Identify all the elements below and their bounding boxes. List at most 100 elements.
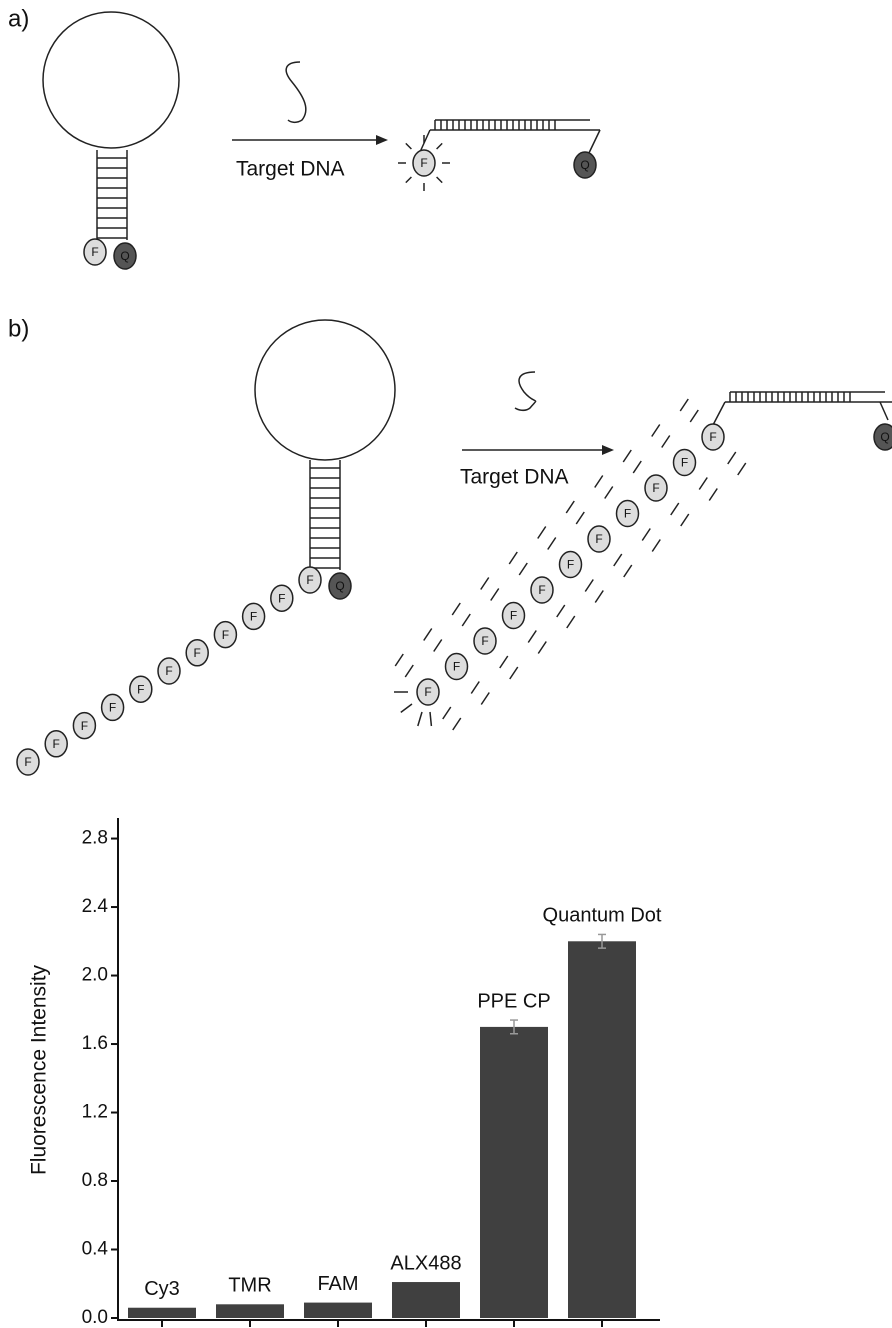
glow-ray xyxy=(556,604,566,618)
bead-label: F xyxy=(624,507,631,521)
bead-label: F xyxy=(709,430,716,444)
bar xyxy=(304,1302,372,1318)
fluorophore xyxy=(72,711,97,740)
glow-ray xyxy=(436,142,443,150)
error-bar xyxy=(598,933,606,949)
glow-ray xyxy=(429,711,433,727)
glow-ray xyxy=(547,537,557,550)
glow-ray xyxy=(480,577,490,590)
bead-label: Q xyxy=(580,158,589,172)
fluorophore xyxy=(16,748,40,776)
fluorophore xyxy=(587,525,611,553)
glow-ray xyxy=(604,486,614,499)
hairpin-stem xyxy=(96,150,128,240)
glow-ray xyxy=(442,706,452,720)
bead-label: F xyxy=(53,737,60,751)
bead-label: F xyxy=(595,532,602,546)
bead-label: F xyxy=(165,664,172,678)
bar xyxy=(392,1282,460,1318)
fluorophore xyxy=(473,627,497,655)
fluorophore xyxy=(530,576,554,604)
bead-label: Q xyxy=(880,430,889,444)
y-tick-label: 1.2 xyxy=(82,1102,108,1123)
glow-ray xyxy=(480,692,490,705)
fluorophore xyxy=(701,423,725,451)
hairpin-loop xyxy=(42,11,180,149)
bead-label: F xyxy=(109,701,116,715)
glow-ray xyxy=(727,451,737,465)
glow-ray xyxy=(594,590,604,603)
category-label: Quantum Dot xyxy=(543,905,662,927)
glow-ray xyxy=(651,424,661,437)
duplex xyxy=(398,119,601,191)
glow-ray xyxy=(527,630,537,643)
arrowhead xyxy=(602,445,614,455)
bead-label: F xyxy=(250,610,257,624)
fluorophore xyxy=(241,602,266,631)
quencher xyxy=(873,423,892,451)
arrow-label: Target DNA xyxy=(236,158,345,181)
glow-ray xyxy=(451,602,461,616)
glow-ray xyxy=(575,511,585,525)
glow-ray xyxy=(518,562,528,576)
bead-label: F xyxy=(222,628,229,642)
glow-ray xyxy=(661,435,671,448)
glow-ray xyxy=(623,564,633,578)
bar xyxy=(216,1304,284,1318)
bead-label: Q xyxy=(120,249,129,263)
glow-ray xyxy=(423,628,433,641)
glow-ray xyxy=(537,641,547,654)
duplex xyxy=(394,391,892,731)
category-label: PPE CP xyxy=(477,990,550,1012)
glow-ray xyxy=(679,398,689,412)
glow-ray xyxy=(452,717,462,731)
y-tick-label: 2.8 xyxy=(82,828,108,849)
glow-ray xyxy=(680,513,690,527)
glow-ray xyxy=(737,462,747,476)
glow-ray xyxy=(689,409,699,423)
bead-label: F xyxy=(81,719,88,733)
glow-ray xyxy=(632,460,642,474)
glow-ray xyxy=(470,681,480,694)
y-axis-label: Fluorescence Intensity xyxy=(28,964,51,1175)
glow-ray xyxy=(436,176,443,184)
y-tick-label: 2.4 xyxy=(82,896,109,917)
y-tick-label: 0.0 xyxy=(82,1307,108,1328)
y-tick-label: 0.4 xyxy=(82,1239,109,1260)
category-label: TMR xyxy=(228,1275,271,1297)
glow-ray xyxy=(499,655,509,669)
bead-label: F xyxy=(424,685,431,699)
quencher xyxy=(573,151,597,179)
fluorophore xyxy=(44,730,68,758)
bead-label: F xyxy=(567,558,574,572)
fluorophore xyxy=(83,238,107,266)
glow-ray xyxy=(404,664,414,678)
category-label: Cy3 xyxy=(144,1278,180,1300)
glow-ray xyxy=(417,711,423,727)
fluorophore xyxy=(672,448,697,477)
glow-ray xyxy=(641,528,651,541)
glow-ray xyxy=(400,703,413,714)
fluorophore xyxy=(129,675,153,703)
fluorophore xyxy=(157,657,181,685)
glow-ray xyxy=(566,615,576,629)
glow-ray xyxy=(405,176,412,184)
arrowhead xyxy=(376,135,388,145)
fluorophore xyxy=(213,620,238,649)
strand xyxy=(879,401,889,421)
bead-label: F xyxy=(306,573,313,587)
panel-label: b) xyxy=(8,315,29,342)
glow-ray xyxy=(708,488,718,501)
target-strand xyxy=(514,371,537,412)
bar xyxy=(568,941,636,1318)
glow-ray xyxy=(433,639,443,652)
y-tick-label: 1.6 xyxy=(82,1033,108,1054)
arrow-label: Target DNA xyxy=(460,466,569,489)
category-label: ALX488 xyxy=(390,1252,461,1274)
glow-ray xyxy=(613,553,623,567)
glow-ray xyxy=(405,142,412,150)
fluorophore xyxy=(615,499,640,528)
fluorophore xyxy=(298,566,322,594)
target-strand xyxy=(285,61,307,124)
bead-label: F xyxy=(278,591,285,605)
